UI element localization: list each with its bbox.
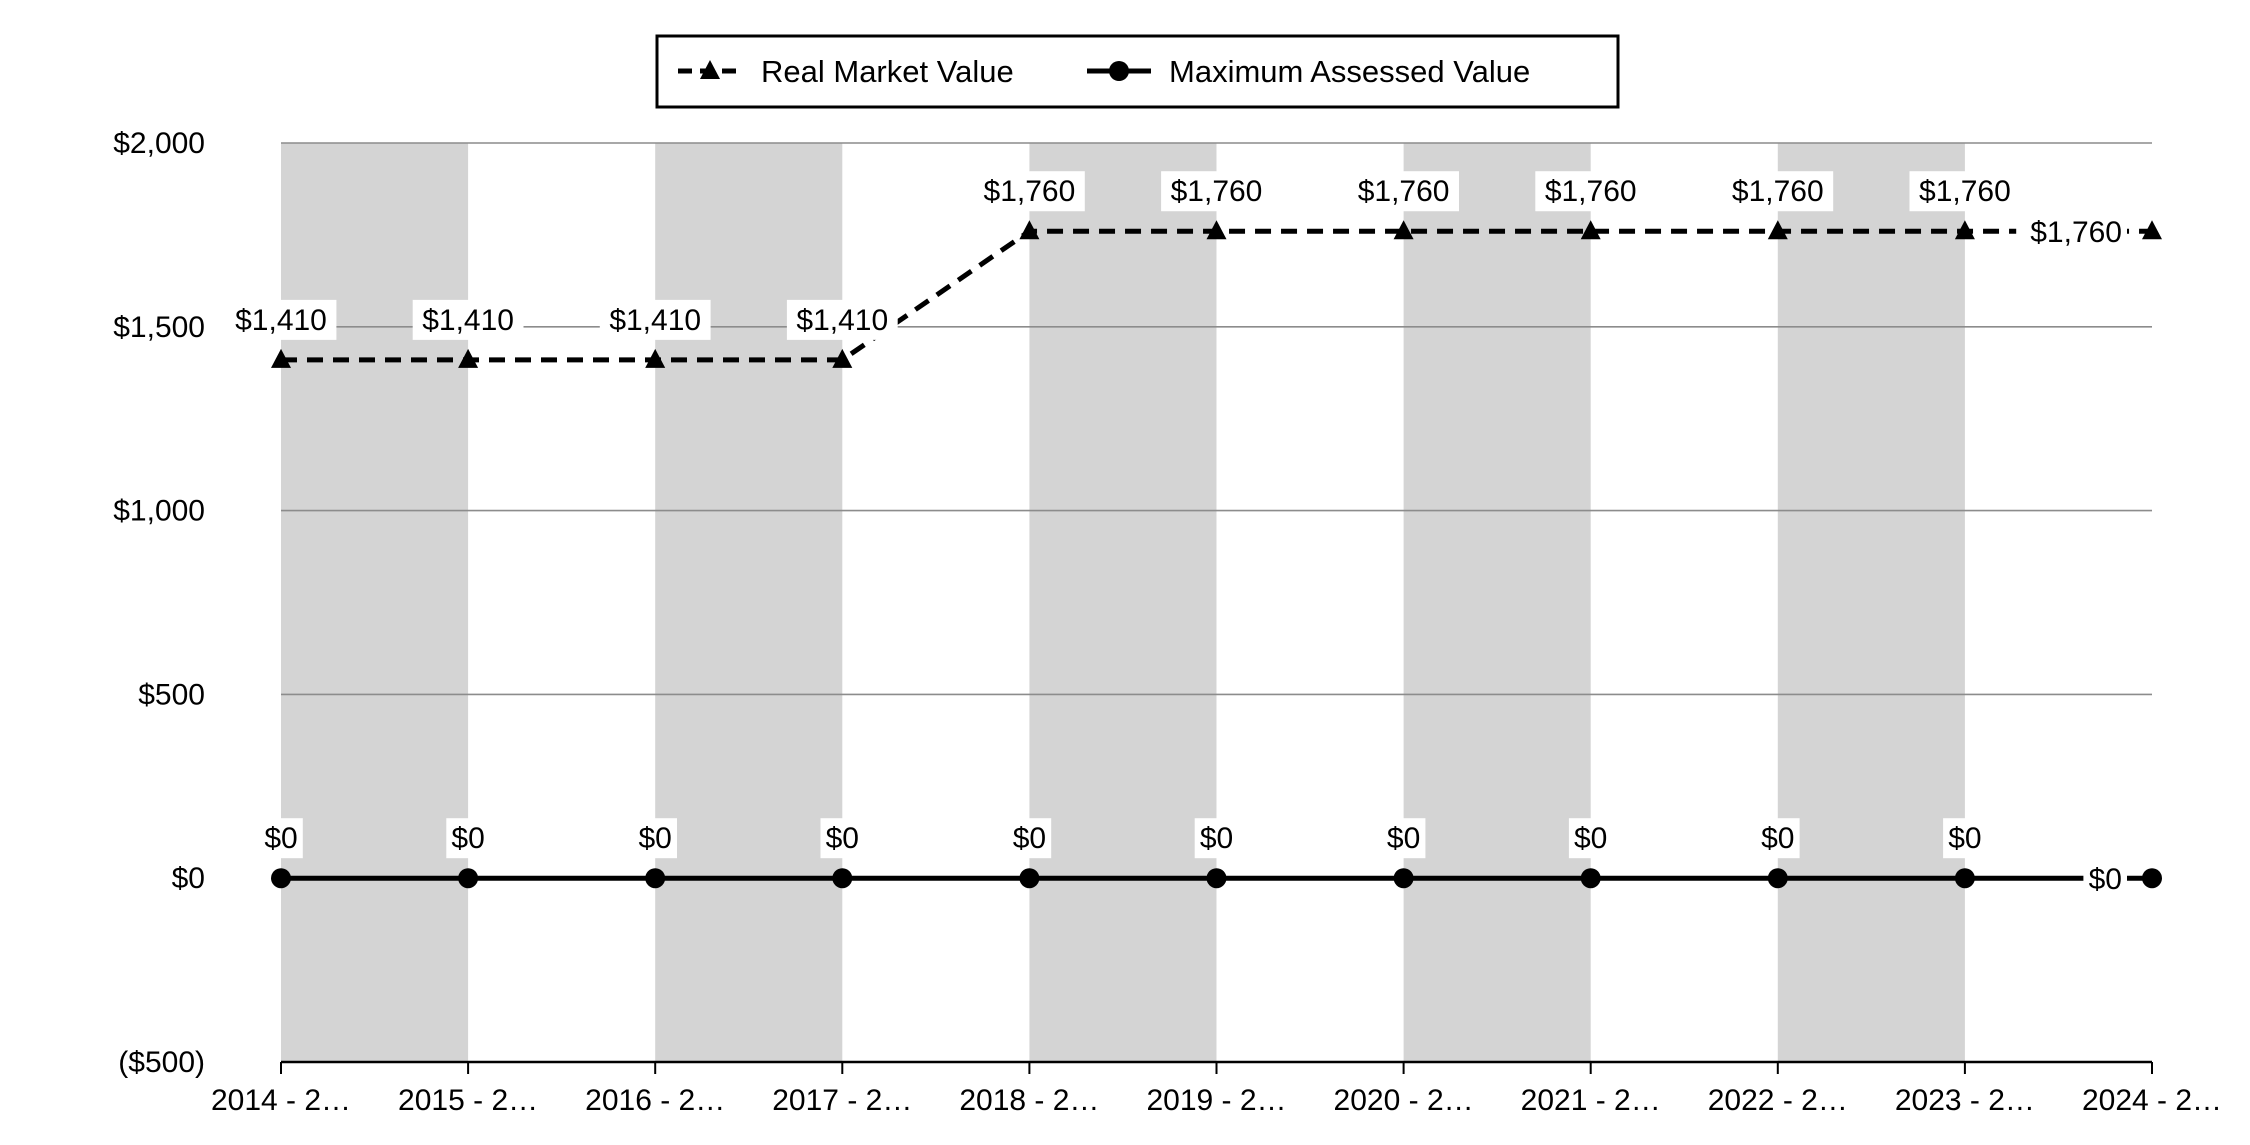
y-tick-label: $0	[172, 862, 205, 895]
data-label-bg	[225, 299, 337, 340]
y-tick-label: $2,000	[113, 127, 205, 160]
data-label-bg	[446, 818, 490, 859]
data-label: $0	[1574, 822, 1607, 855]
data-label-bg	[2083, 859, 2127, 900]
data-label: $0	[826, 822, 859, 855]
data-label: $1,760	[1358, 175, 1450, 208]
data-label: $1,760	[1545, 175, 1637, 208]
x-tick-label: 2020 - 2…	[1334, 1084, 1474, 1117]
data-point	[458, 868, 479, 889]
data-label: $1,760	[1919, 175, 2011, 208]
x-tick-label: 2017 - 2…	[772, 1084, 912, 1117]
data-point	[1019, 220, 1040, 240]
data-label-bg	[259, 818, 303, 859]
y-tick-label: $1,000	[113, 495, 205, 528]
data-label: $1,410	[609, 304, 701, 337]
data-point	[832, 868, 853, 889]
x-tick-label: 2023 - 2…	[1895, 1084, 2035, 1117]
series-maximum-assessed-value	[271, 868, 2162, 889]
data-point	[1954, 868, 1975, 889]
data-label-bg	[1348, 171, 1459, 212]
data-label-bg	[1194, 818, 1239, 859]
data-label-bg	[974, 171, 1085, 212]
plot-band	[1777, 143, 1965, 1062]
data-point	[1019, 868, 1040, 889]
series-real-market-value	[271, 220, 2162, 368]
legend-triangle-icon	[700, 60, 720, 79]
data-label: $1,410	[422, 304, 514, 337]
x-tick-label: 2015 - 2…	[398, 1084, 538, 1117]
y-tick-label: ($500)	[118, 1046, 205, 1079]
data-label: $1,410	[235, 304, 327, 337]
data-point	[2142, 868, 2162, 889]
x-tick-label: 2021 - 2…	[1521, 1084, 1661, 1117]
legend-label-maximum-assessed-value: Maximum Assessed Value	[1169, 54, 1530, 89]
x-tick-label: 2014 - 2…	[211, 1084, 351, 1117]
data-label: $0	[1948, 822, 1981, 855]
legend: Real Market Value Maximum Assessed Value	[655, 34, 1620, 109]
data-label-bg	[1756, 818, 1800, 859]
x-tick-label: 2024 - 2…	[2082, 1084, 2222, 1117]
data-label: $1,760	[1171, 175, 1263, 208]
data-label-bg	[1568, 818, 1613, 859]
data-label: $0	[1200, 822, 1233, 855]
data-label: $0	[1387, 822, 1420, 855]
data-label-bg	[412, 299, 524, 340]
data-label-bg	[1007, 818, 1052, 859]
data-label: $1,760	[984, 175, 1076, 208]
data-point	[1767, 868, 1788, 889]
data-label: $1,410	[796, 304, 888, 337]
data-label-bg	[1722, 171, 1834, 212]
data-point	[1767, 220, 1788, 240]
data-point	[271, 868, 291, 889]
data-label-bg	[1161, 171, 1272, 212]
data-point	[645, 348, 666, 368]
data-point	[1393, 868, 1414, 889]
data-point	[1580, 868, 1601, 889]
data-label: $0	[639, 822, 672, 855]
data-label: $0	[264, 822, 297, 855]
data-label-bg	[1909, 171, 2021, 212]
data-label: $0	[1761, 822, 1794, 855]
data-label: $1,760	[2030, 216, 2122, 249]
plot-band	[1403, 143, 1591, 1062]
data-point	[832, 348, 853, 368]
data-point	[1206, 868, 1227, 889]
data-label-bg	[1943, 818, 1987, 859]
data-point	[271, 348, 291, 368]
x-tick-label: 2022 - 2…	[1708, 1084, 1848, 1117]
data-label: $1,760	[1732, 175, 1824, 208]
plot-band	[1029, 143, 1217, 1062]
data-label-bg	[786, 299, 898, 340]
data-point	[1206, 220, 1227, 240]
data-point	[2142, 220, 2162, 240]
legend-label-real-market-value: Real Market Value	[761, 54, 1014, 89]
data-point	[1393, 220, 1414, 240]
data-point	[458, 348, 479, 368]
legend-circle-icon	[1109, 61, 1129, 81]
y-tick-label: $1,500	[113, 311, 205, 344]
data-label-bg	[633, 818, 677, 859]
data-label: $0	[2089, 863, 2122, 896]
x-tick-label: 2016 - 2…	[585, 1084, 725, 1117]
data-label-bg	[599, 299, 711, 340]
plot-band	[655, 143, 843, 1062]
data-point	[645, 868, 666, 889]
data-label-bg	[2016, 212, 2127, 253]
x-tick-label: 2019 - 2…	[1146, 1084, 1286, 1117]
data-label: $0	[451, 822, 484, 855]
data-label-bg	[1381, 818, 1426, 859]
data-label-bg	[1535, 171, 1647, 212]
data-point	[1954, 220, 1975, 240]
data-label: $0	[1013, 822, 1046, 855]
data-label-bg	[820, 818, 865, 859]
plot-band	[281, 143, 469, 1062]
x-tick-label: 2018 - 2…	[959, 1084, 1099, 1117]
data-point	[1580, 220, 1601, 240]
y-tick-label: $500	[138, 678, 205, 711]
